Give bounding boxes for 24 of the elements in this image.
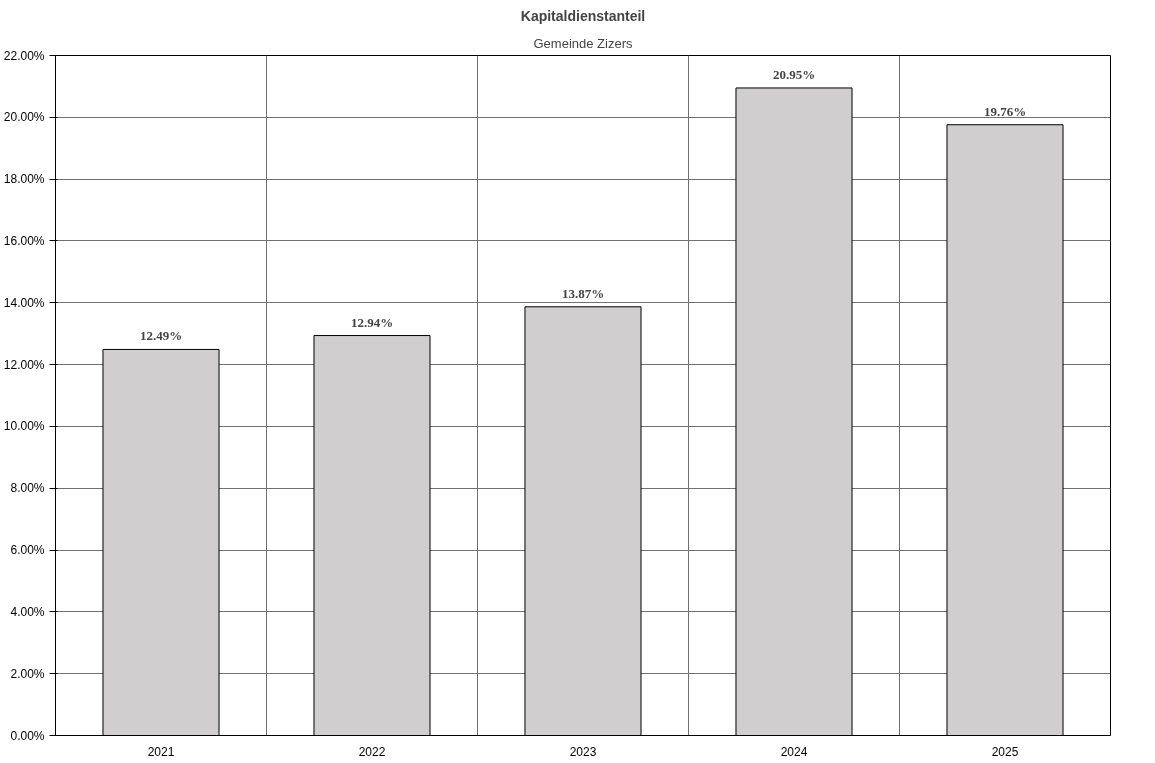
y-tick-label: 12.00% <box>3 357 45 372</box>
data-label: 13.87% <box>561 285 605 301</box>
x-tick-label: 2024 <box>780 744 808 759</box>
y-tick-label: 6.00% <box>10 543 45 558</box>
y-tick-label: 14.00% <box>3 295 45 310</box>
data-label: 19.76% <box>983 103 1027 119</box>
y-tick-label: 10.00% <box>3 419 45 434</box>
y-tick-label: 8.00% <box>10 481 45 496</box>
y-tick-label: 20.00% <box>3 110 45 125</box>
chart-subtitle: Gemeinde Zizers <box>533 35 633 51</box>
x-tick-label: 2021 <box>147 744 175 759</box>
y-tick-label: 18.00% <box>3 172 45 187</box>
y-tick-label: 16.00% <box>3 233 45 248</box>
y-tick-label: 4.00% <box>10 604 45 619</box>
data-label: 12.49% <box>139 328 183 344</box>
x-tick-label: 2022 <box>358 744 386 759</box>
y-tick-label: 2.00% <box>10 666 45 681</box>
chart-title: Kapitaldienstanteil <box>520 7 646 24</box>
data-label: 20.95% <box>772 66 816 82</box>
x-tick-label: 2023 <box>569 744 597 759</box>
y-tick-label: 0.00% <box>10 728 45 743</box>
x-tick-label: 2025 <box>991 744 1019 759</box>
data-label: 12.94% <box>350 314 394 330</box>
y-tick-label: 22.00% <box>3 48 45 63</box>
